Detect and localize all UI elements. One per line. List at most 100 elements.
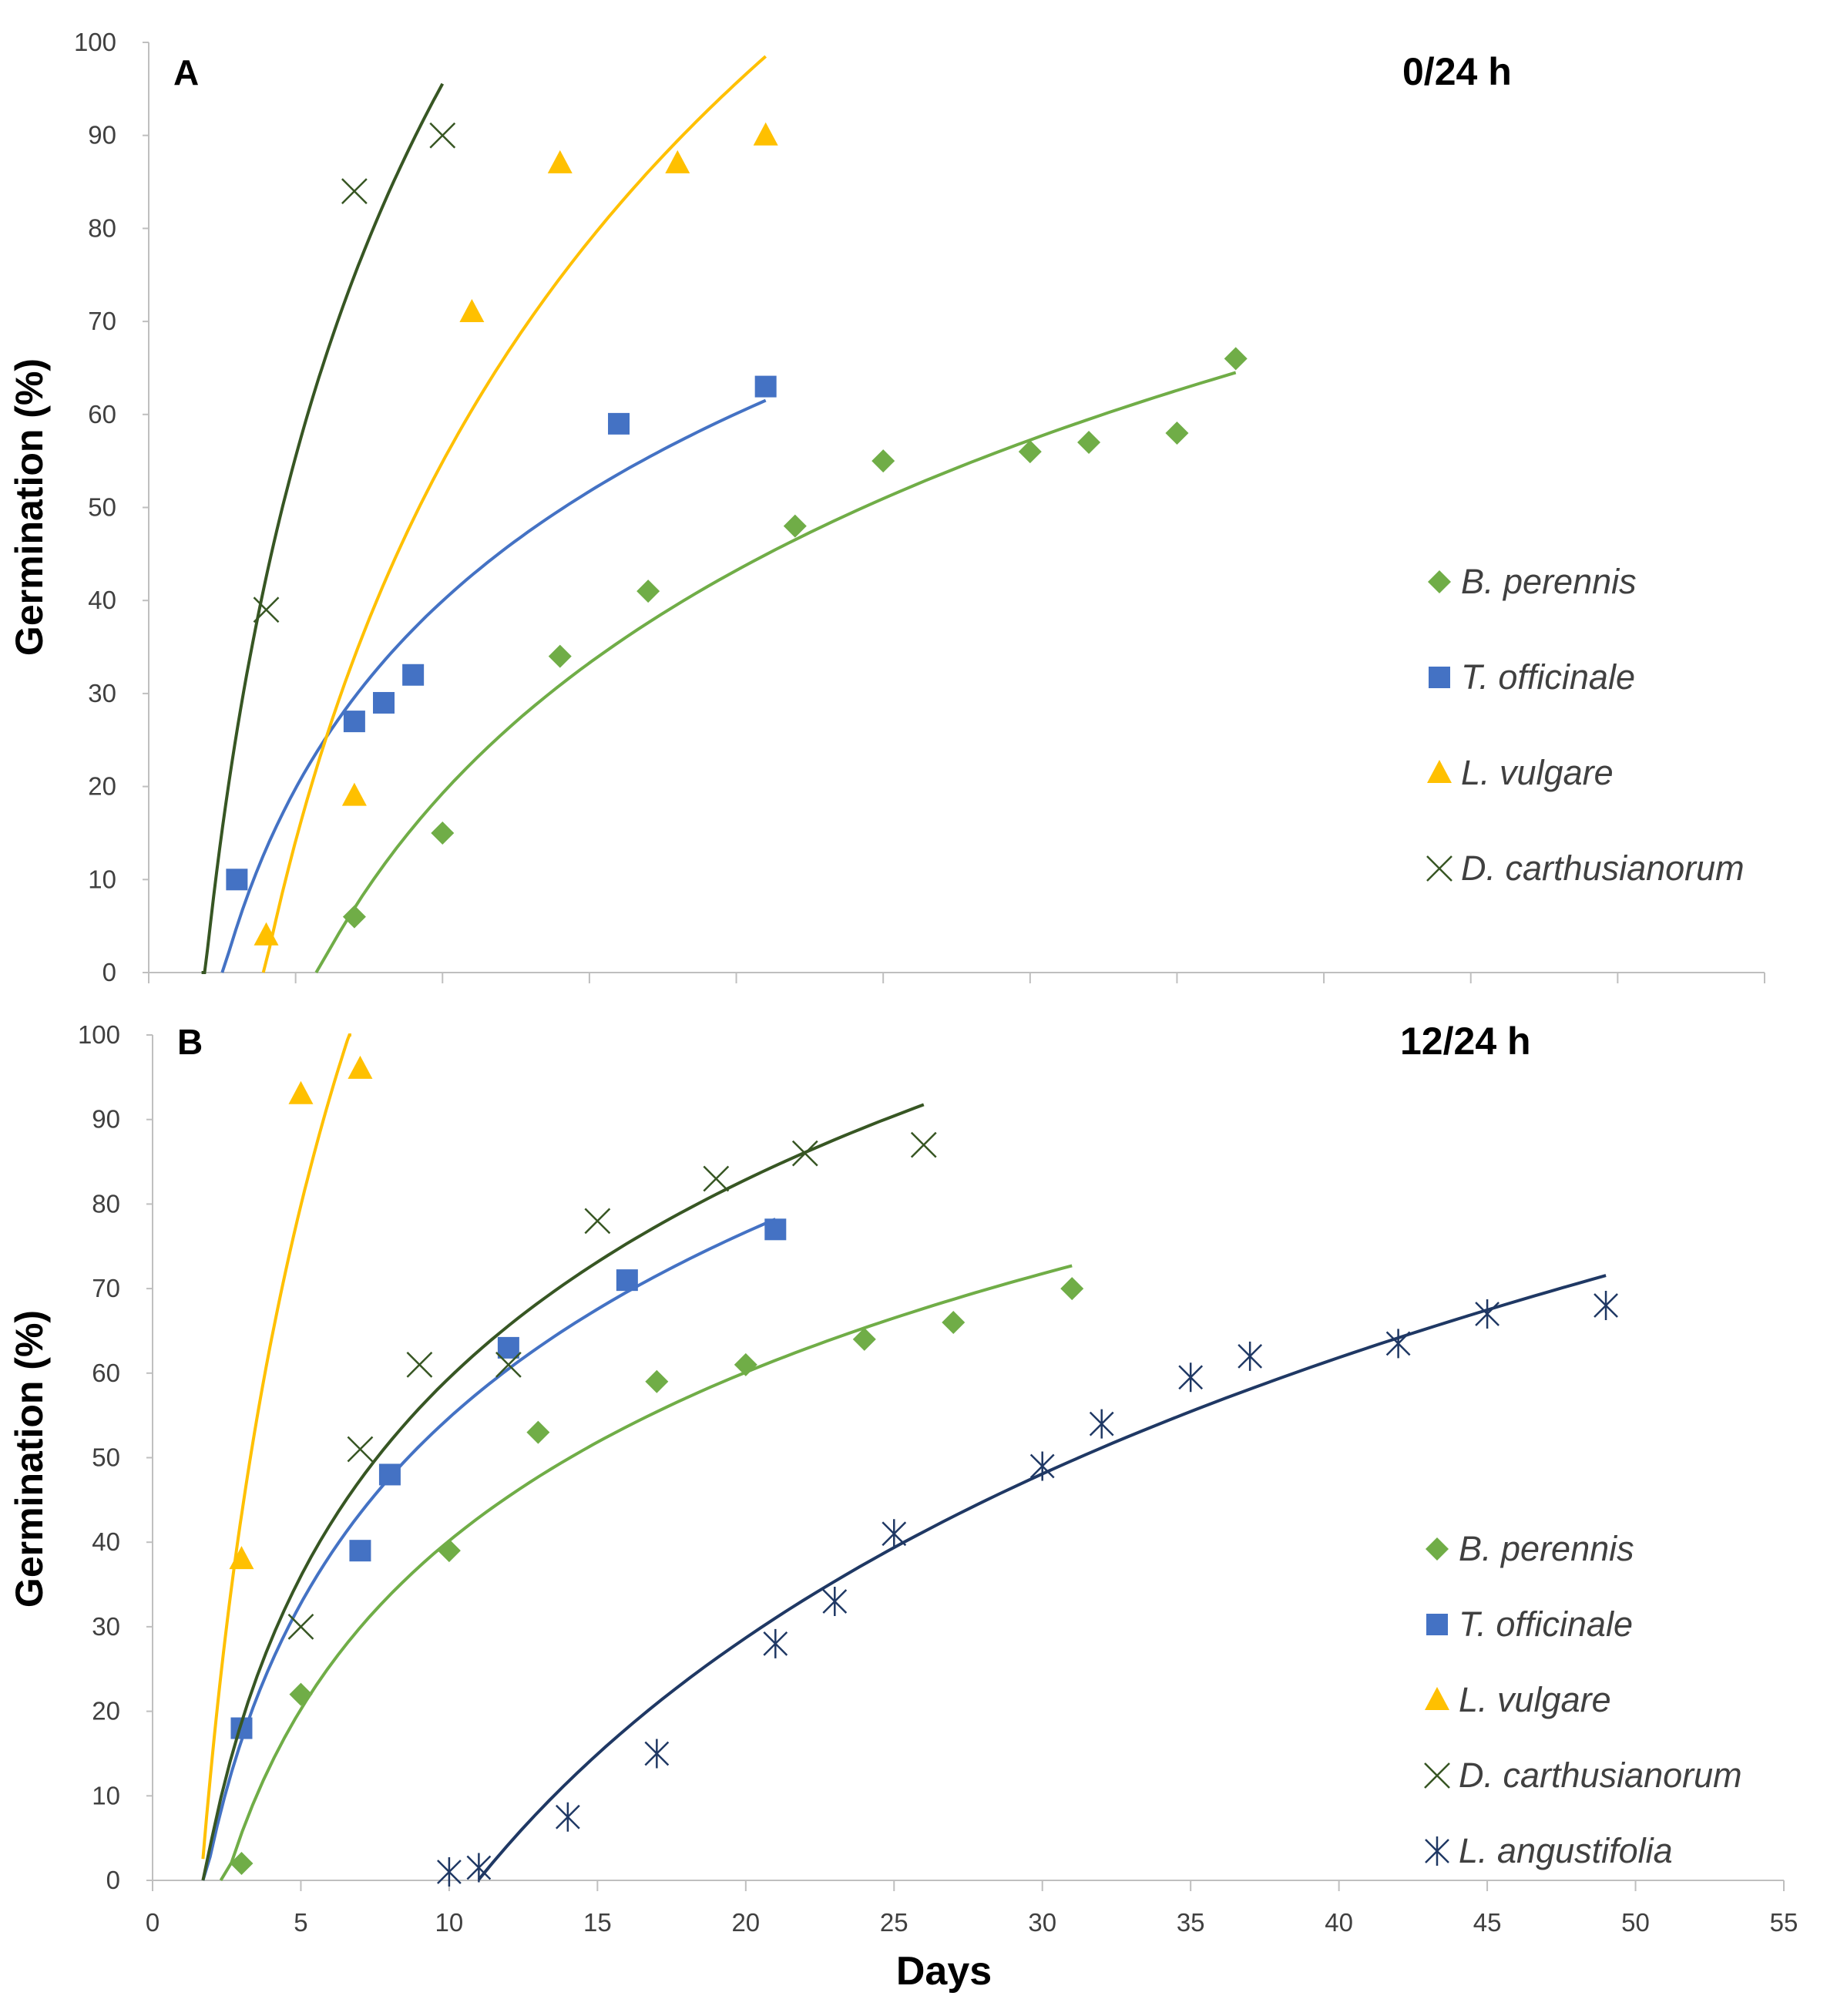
- legend-marker: [1429, 667, 1450, 688]
- legend-item-t-officinale: T. officinale: [1429, 657, 1635, 697]
- panel-title: 12/24 h: [1400, 1020, 1531, 1063]
- data-point-l-angustifolia: [644, 1739, 670, 1769]
- data-point-b-perennis: [526, 1420, 550, 1444]
- x-tick-label: 5: [294, 1908, 307, 1937]
- data-point-d-carthusianorum: [287, 1614, 314, 1640]
- data-point-l-angustifolia: [437, 1857, 462, 1887]
- data-point-b-perennis: [431, 821, 455, 845]
- data-point-l-angustifolia: [1385, 1329, 1411, 1359]
- y-tick-label: 0: [102, 958, 116, 986]
- data-point-b-perennis: [852, 1327, 876, 1351]
- legend-item-b-perennis: B. perennis: [1426, 1529, 1634, 1568]
- series-t-officinale: [201, 1218, 787, 1881]
- legend-marker: [1426, 1537, 1449, 1561]
- data-point-l-angustifolia: [1029, 1451, 1055, 1481]
- x-tick-label: 25: [880, 1908, 908, 1937]
- y-tick-label: 30: [92, 1612, 120, 1641]
- x-tick-label: 15: [583, 1908, 612, 1937]
- series-t-officinale: [220, 375, 777, 973]
- data-point-b-perennis: [1165, 421, 1189, 445]
- legend-item-d-carthusianorum: D. carthusianorum: [1424, 1756, 1742, 1795]
- legend-item-l-vulgare: L. vulgare: [1425, 1680, 1611, 1719]
- panel-title: 0/24 h: [1402, 50, 1512, 93]
- data-point-t-officinale: [616, 1269, 638, 1292]
- series-b-perennis: [314, 347, 1248, 974]
- data-point-d-carthusianorum: [703, 1165, 730, 1192]
- data-point-l-vulgare: [348, 1055, 373, 1079]
- data-point-t-officinale: [402, 664, 425, 686]
- legend-label: L. vulgare: [1461, 753, 1614, 792]
- legend-label: L. vulgare: [1459, 1680, 1611, 1719]
- data-point-t-officinale: [373, 691, 395, 714]
- data-point-l-angustifolia: [822, 1586, 848, 1616]
- legend-item-l-vulgare: L. vulgare: [1427, 753, 1614, 792]
- x-tick-label: 20: [731, 1908, 760, 1937]
- y-tick-label: 50: [92, 1443, 120, 1472]
- trendline-d-carthusianorum: [201, 1103, 925, 1881]
- x-tick-label: 45: [1473, 1908, 1502, 1937]
- data-point-b-perennis: [1060, 1277, 1084, 1301]
- data-point-l-angustifolia: [882, 1519, 907, 1549]
- data-point-l-angustifolia: [1178, 1362, 1204, 1393]
- trendline-b-perennis: [219, 1264, 1073, 1882]
- data-point-b-perennis: [1018, 440, 1042, 464]
- legend-marker: [1425, 1687, 1449, 1710]
- y-tick-label: 70: [88, 307, 116, 335]
- legend-label: D. carthusianorum: [1461, 848, 1745, 888]
- legend-item-d-carthusianorum: D. carthusianorum: [1426, 848, 1745, 888]
- data-point-l-vulgare: [254, 922, 279, 946]
- x-tick-label: 30: [1028, 1908, 1056, 1937]
- data-point-d-carthusianorum: [429, 122, 456, 149]
- y-tick-label: 40: [88, 586, 116, 614]
- legend-item-t-officinale: T. officinale: [1426, 1604, 1633, 1644]
- legend-marker: [1426, 855, 1452, 882]
- data-point-l-vulgare: [547, 150, 573, 173]
- legend-marker: [1425, 1836, 1449, 1866]
- data-point-t-officinale: [343, 711, 365, 733]
- data-point-l-vulgare: [288, 1080, 314, 1104]
- data-point-l-angustifolia: [466, 1853, 492, 1883]
- data-point-l-angustifolia: [1594, 1291, 1618, 1321]
- y-tick-label: 70: [92, 1274, 120, 1302]
- legend-label: B. perennis: [1461, 562, 1637, 601]
- legend-label: L. angustifolia: [1459, 1831, 1673, 1870]
- trendline-l-vulgare: [201, 1033, 351, 1860]
- data-point-b-perennis: [942, 1310, 966, 1334]
- panel-a: 0 10 20 30 40 50 60 70 80 90 100 A 0/24 h Germination…: [8, 28, 1765, 986]
- data-point-t-officinale: [378, 1463, 401, 1486]
- data-point-d-carthusianorum: [495, 1351, 522, 1378]
- data-point-b-perennis: [734, 1352, 757, 1376]
- x-tick-label: 55: [1770, 1908, 1798, 1937]
- data-point-t-officinale: [226, 869, 248, 891]
- y-tick-label: 80: [92, 1189, 120, 1218]
- data-point-l-vulgare: [229, 1546, 254, 1570]
- trendline-l-angustifolia: [477, 1274, 1607, 1881]
- data-point-l-angustifolia: [1089, 1409, 1114, 1439]
- trendline-t-officinale: [201, 1218, 777, 1881]
- data-point-d-carthusianorum: [253, 596, 280, 623]
- data-point-l-vulgare: [753, 122, 778, 146]
- data-point-l-vulgare: [459, 299, 485, 323]
- data-point-l-angustifolia: [555, 1802, 580, 1832]
- y-tick-label: 30: [88, 679, 116, 707]
- data-point-d-carthusianorum: [910, 1131, 937, 1158]
- x-tick-label: 50: [1621, 1908, 1650, 1937]
- data-point-l-vulgare: [665, 150, 690, 173]
- trendline-b-perennis: [314, 371, 1237, 974]
- legend-label: T. officinale: [1459, 1604, 1633, 1644]
- data-point-b-perennis: [645, 1369, 669, 1393]
- series-d-carthusianorum: [201, 82, 456, 974]
- legend-item-l-angustifolia: L. angustifolia: [1425, 1831, 1673, 1870]
- data-point-d-carthusianorum: [791, 1140, 818, 1167]
- y-tick-label: 10: [88, 865, 116, 893]
- y-tick-label: 90: [88, 121, 116, 150]
- legend: B. perennis T. officinale L. vulgare D. car…: [1426, 562, 1745, 888]
- trendline-d-carthusianorum: [201, 82, 445, 974]
- series-l-angustifolia: [437, 1274, 1618, 1887]
- data-point-t-officinale: [349, 1540, 371, 1562]
- y-tick-label: 60: [88, 400, 116, 428]
- panel-b: 0 10 20 30 40 50 60 70 80 90 100 0 5 10 15 20 25 30 35 40 45…: [8, 1020, 1798, 1994]
- data-point-b-perennis: [1224, 347, 1248, 371]
- x-tick-label: 35: [1177, 1908, 1205, 1937]
